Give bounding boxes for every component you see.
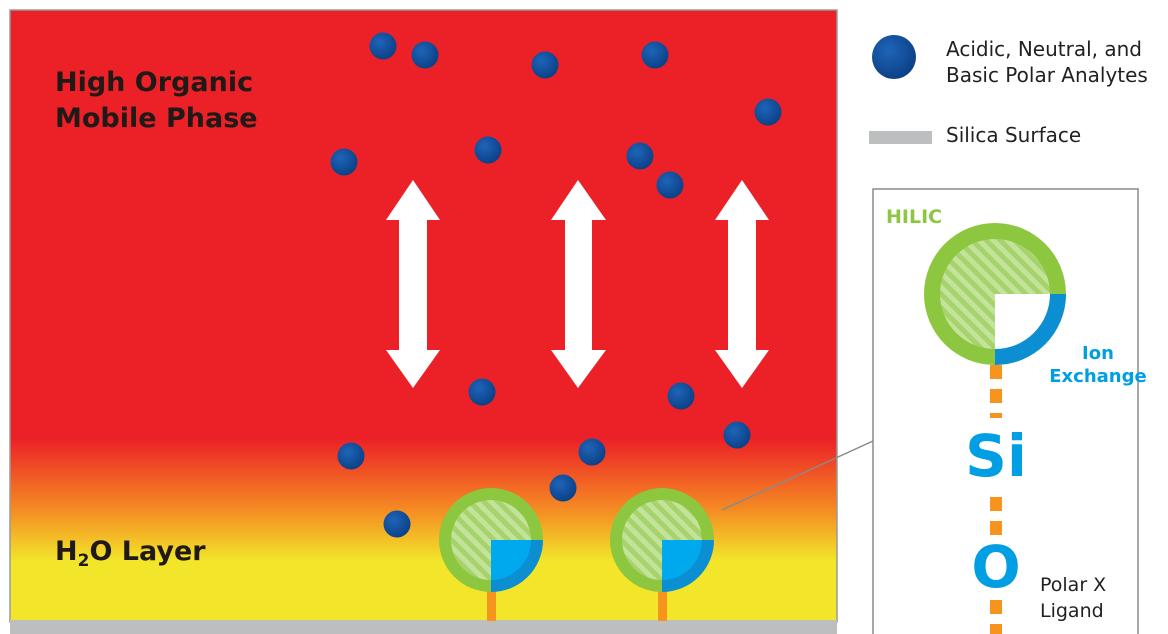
ion-exchange-line2: Exchange <box>1049 366 1147 387</box>
analyte-molecule <box>578 438 606 466</box>
double-arrow-3 <box>715 180 769 388</box>
analyte-molecule <box>337 442 365 470</box>
legend-analytes-line1: Acidic, Neutral, and <box>946 37 1143 61</box>
silica-surface <box>10 620 837 634</box>
legend-silica-swatch <box>869 131 932 144</box>
inset-ion-exchange-label: Ion Exchange <box>1048 342 1148 388</box>
ion-exchange-core <box>995 294 1050 349</box>
analyte-molecules <box>330 32 782 538</box>
ion-exchange-line1: Ion <box>1082 343 1114 364</box>
analyte-molecule <box>411 41 439 69</box>
bonded-phase-particle-1 <box>439 488 543 621</box>
legend-analytes-label: Acidic, Neutral, and Basic Polar Analyte… <box>946 36 1148 88</box>
legend-analyte-icon <box>872 35 916 79</box>
analyte-molecule <box>641 41 669 69</box>
analyte-molecule <box>723 421 751 449</box>
ion-exchange-core <box>662 540 702 580</box>
legend-analytes-line2: Basic Polar Analytes <box>946 63 1148 87</box>
inset-silicon-label: Si <box>965 422 1027 490</box>
ion-exchange-core <box>491 540 531 580</box>
analyte-molecule <box>383 510 411 538</box>
mobile-phase-label-line1: High Organic <box>55 67 254 98</box>
water-layer-label: H2O Layer <box>55 534 206 579</box>
callout-line <box>721 440 874 511</box>
analyte-molecule <box>468 378 496 406</box>
water-layer-suffix: O Layer <box>89 536 206 567</box>
linker-stem <box>487 585 496 621</box>
mobile-phase-label: High Organic Mobile Phase <box>55 65 258 137</box>
double-arrow-2 <box>551 180 606 388</box>
linker-stem <box>658 585 667 621</box>
analyte-molecule <box>549 474 577 502</box>
double-arrow-1 <box>386 180 440 388</box>
analyte-molecule <box>656 171 684 199</box>
ligand-line2: Ligand <box>1040 600 1104 622</box>
mobile-phase-label-line2: Mobile Phase <box>55 103 258 134</box>
inset-ligand-label: Polar X Ligand <box>1040 572 1106 624</box>
inset-oxygen-label: O <box>971 533 1021 601</box>
analyte-molecule <box>626 142 654 170</box>
water-layer-prefix: H <box>55 536 78 567</box>
exchange-arrows <box>386 180 769 388</box>
analyte-molecule <box>531 51 559 79</box>
ligand-line1: Polar X <box>1040 574 1107 596</box>
analyte-molecule <box>369 32 397 60</box>
bonded-phase-particle-2 <box>610 488 714 621</box>
legend-silica-label: Silica Surface <box>946 123 1082 147</box>
analyte-molecule <box>754 98 782 126</box>
analyte-molecule <box>667 382 695 410</box>
inset-hilic-label: HILIC <box>886 206 943 228</box>
inset-particle <box>924 223 1066 365</box>
analyte-molecule <box>474 136 502 164</box>
analyte-molecule <box>330 148 358 176</box>
water-layer-subscript: 2 <box>77 551 90 571</box>
